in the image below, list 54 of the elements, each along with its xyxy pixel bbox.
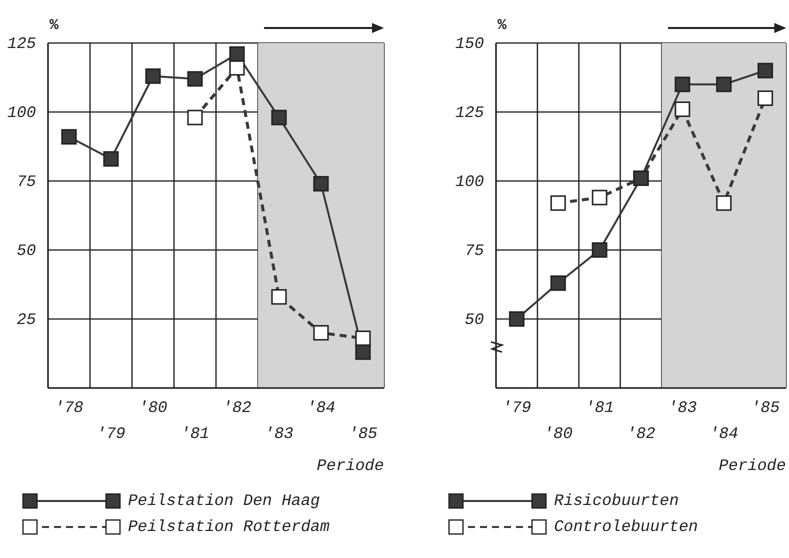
x-axis-title: Periode	[316, 457, 384, 475]
point	[271, 110, 287, 126]
point	[355, 330, 371, 346]
x-axis-title: Periode	[718, 457, 786, 475]
x-tick-label: '80	[138, 399, 168, 417]
x-tick-label: '85	[348, 425, 378, 443]
y-tick-label: 125	[7, 35, 36, 53]
point	[313, 325, 329, 341]
x-tick-label: '83	[668, 399, 698, 417]
legend-label: Peilstation Rotterdam	[128, 518, 330, 536]
point	[61, 129, 77, 145]
x-tick-label: '83	[264, 425, 294, 443]
y-tick-label: 50	[464, 311, 484, 329]
x-tick-label: '79	[502, 399, 532, 417]
legend-label: Risicobuurten	[554, 492, 679, 510]
y-tick-label: 100	[455, 173, 484, 191]
point	[716, 76, 732, 92]
x-tick-label: '82	[222, 399, 252, 417]
x-tick-label: '81	[180, 425, 210, 443]
point	[592, 242, 608, 258]
y-tick-label: 25	[16, 311, 36, 329]
point	[187, 71, 203, 87]
point	[355, 344, 371, 360]
x-tick-label: '82	[626, 425, 656, 443]
y-axis-title: %	[49, 17, 60, 34]
point	[145, 68, 161, 84]
y-tick-label: 150	[455, 35, 484, 53]
point	[758, 62, 774, 78]
y-tick-label: 75	[16, 173, 36, 191]
x-tick-label: '78	[54, 399, 84, 417]
point	[716, 195, 732, 211]
point	[103, 151, 119, 167]
y-tick-label: 75	[464, 242, 484, 260]
x-tick-label: '79	[96, 425, 126, 443]
x-tick-label: '84	[306, 399, 336, 417]
legend-label: Peilstation Den Haag	[128, 492, 320, 510]
point	[271, 289, 287, 305]
point	[758, 90, 774, 106]
point	[187, 110, 203, 126]
point	[674, 76, 690, 92]
point	[508, 311, 524, 327]
y-tick-label: 50	[16, 242, 36, 260]
point	[674, 101, 690, 117]
point	[229, 46, 245, 62]
y-axis-title: %	[497, 17, 508, 34]
point	[550, 275, 566, 291]
y-tick-label: 100	[7, 104, 36, 122]
x-tick-label: '80	[544, 425, 573, 443]
y-tick-label: 125	[455, 104, 484, 122]
x-tick-label: '84	[709, 425, 738, 443]
point	[313, 176, 329, 192]
x-tick-label: '81	[585, 399, 614, 417]
legend-label: Controlebuurten	[554, 518, 698, 536]
x-tick-label: '85	[750, 399, 780, 417]
